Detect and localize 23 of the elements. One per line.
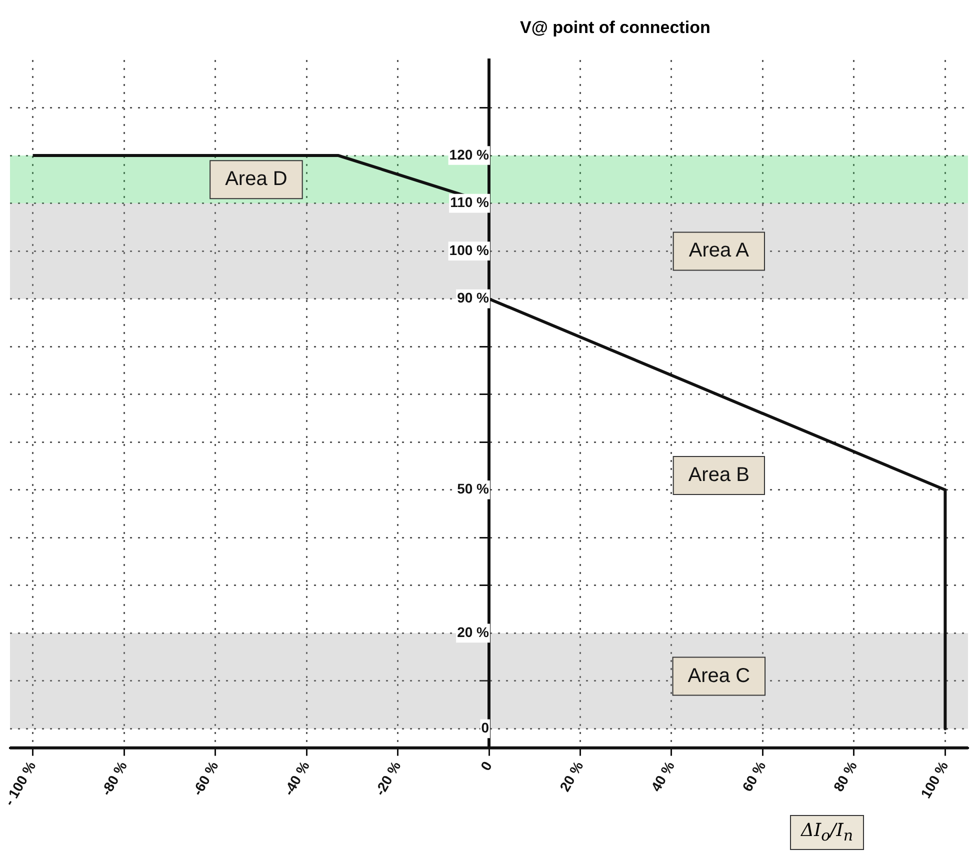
x-tick-label: -80 % bbox=[98, 758, 130, 798]
x-tick-label: -60 % bbox=[189, 758, 222, 798]
x-tick-label: - 100 % bbox=[0, 758, 40, 808]
y-axis-title: V@ point of connection bbox=[520, 18, 712, 38]
annotation: Area C bbox=[688, 664, 750, 687]
x-tick-label: -40 % bbox=[280, 758, 313, 798]
y-tick-label: 100 % bbox=[449, 242, 490, 258]
x-tick-label: 40 % bbox=[648, 758, 678, 794]
x-tick-label: 80 % bbox=[830, 758, 860, 794]
y-tick-label: 0 bbox=[481, 720, 490, 736]
y-tick-label: 50 % bbox=[457, 480, 490, 497]
y-tick-label: 120 % bbox=[449, 146, 490, 162]
annotation: Area B bbox=[688, 464, 750, 486]
y-tick-label: 110 % bbox=[450, 194, 490, 210]
x-tick-label: 100 % bbox=[917, 758, 952, 801]
x-axis-title: ΔI$_{o}$/I$_{n}$ bbox=[790, 815, 864, 850]
annotation: Area D bbox=[225, 168, 288, 190]
x-tick-label: -20 % bbox=[372, 758, 404, 798]
annotation: Area A bbox=[688, 240, 750, 262]
x-tick-label: 20 % bbox=[556, 758, 586, 794]
x-tick-label: 60 % bbox=[738, 758, 769, 794]
y-tick-label: 20 % bbox=[457, 624, 490, 640]
y-tick-label: 90 % bbox=[457, 290, 490, 306]
